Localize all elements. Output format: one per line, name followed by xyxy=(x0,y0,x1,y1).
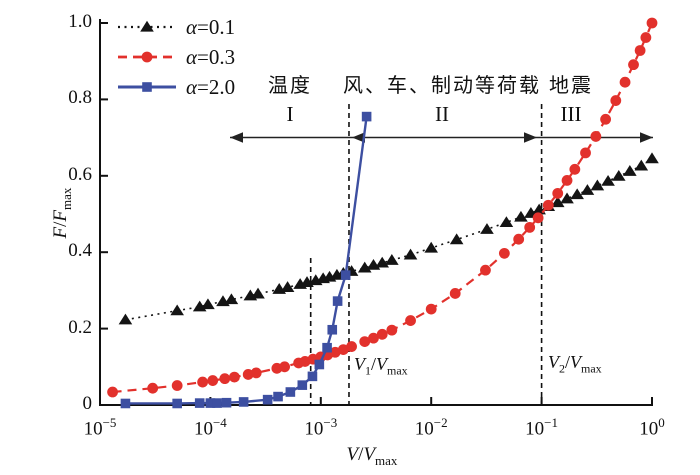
y-tick-label: 0 xyxy=(82,393,93,414)
x-tick-label: 100 xyxy=(639,415,665,440)
v2-threshold-label: V2/Vmax xyxy=(548,352,602,376)
legend-label: α=0.3 xyxy=(186,44,236,69)
legend-item-alpha-2.0: α=2.0 xyxy=(116,72,235,102)
region-label-earthquake: 地震 III xyxy=(461,74,681,126)
y-tick-label: 0.8 xyxy=(68,87,92,109)
region-label-wind-vehicle-braking-loads: 风、车、制动等荷载 II xyxy=(332,74,552,126)
legend-label: α=0.1 xyxy=(186,14,236,39)
y-tick-label: 1.0 xyxy=(68,11,92,32)
region-chinese-label: 风、车、制动等荷载 xyxy=(343,75,541,97)
region-chinese-label: 地震 xyxy=(549,75,593,97)
region-numeral: II xyxy=(435,102,449,126)
legend-sample-dotted-triangle xyxy=(118,20,176,32)
region-numeral: III xyxy=(560,102,582,126)
x-tick-label: 10−2 xyxy=(414,415,448,440)
legend-label: α=2.0 xyxy=(186,74,236,99)
legend-sample-dashed-circle xyxy=(118,51,176,63)
v1-threshold-label: V1/Vmax xyxy=(354,354,408,378)
legend-item-alpha-0.1: α=0.1 xyxy=(116,12,235,42)
legend-sample-solid-square xyxy=(118,82,176,92)
x-axis-label: V/Vmax xyxy=(346,444,398,468)
legend: α=0.1 α=0.3 α=2.0 xyxy=(116,12,235,102)
x-tick-label: 10−4 xyxy=(193,415,227,440)
y-tick-label: 0.4 xyxy=(68,240,92,262)
x-tick-label: 10−1 xyxy=(525,415,559,440)
y-tick-label: 0.6 xyxy=(68,163,92,185)
x-tick-label: 10−5 xyxy=(83,415,117,440)
region-label-temperature: 温度 I xyxy=(180,74,400,126)
region-numeral: I xyxy=(286,102,294,126)
legend-item-alpha-0.3: α=0.3 xyxy=(116,42,235,72)
region-chinese-label: 温度 xyxy=(268,75,312,97)
x-tick-label: 10−3 xyxy=(304,415,338,440)
y-tick-label: 0.2 xyxy=(68,316,92,338)
